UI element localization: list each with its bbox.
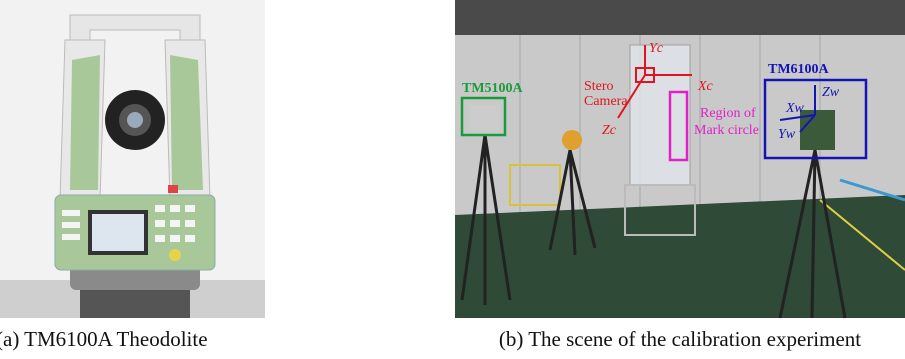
label: TM5100A (462, 81, 524, 96)
label: Zc (602, 123, 617, 138)
label: Region of (700, 106, 756, 121)
label: Mark circle (694, 123, 759, 138)
label: Xc (697, 79, 714, 94)
label: Yw (778, 127, 796, 142)
caption-a: (a) TM6100A Theodolite (0, 327, 208, 351)
label: TM6100A (768, 62, 830, 77)
photo-theodolite (0, 0, 265, 318)
label: Stero (584, 79, 614, 94)
figure: (a) TM6100A Theodolite TM5100A Yc Xc Zc … (0, 0, 905, 359)
label: Xw (785, 101, 805, 116)
label: Zw (822, 85, 840, 100)
caption-b: (b) The scene of the calibration experim… (499, 327, 861, 351)
label: Yc (649, 41, 664, 56)
label: Camera (584, 94, 628, 109)
